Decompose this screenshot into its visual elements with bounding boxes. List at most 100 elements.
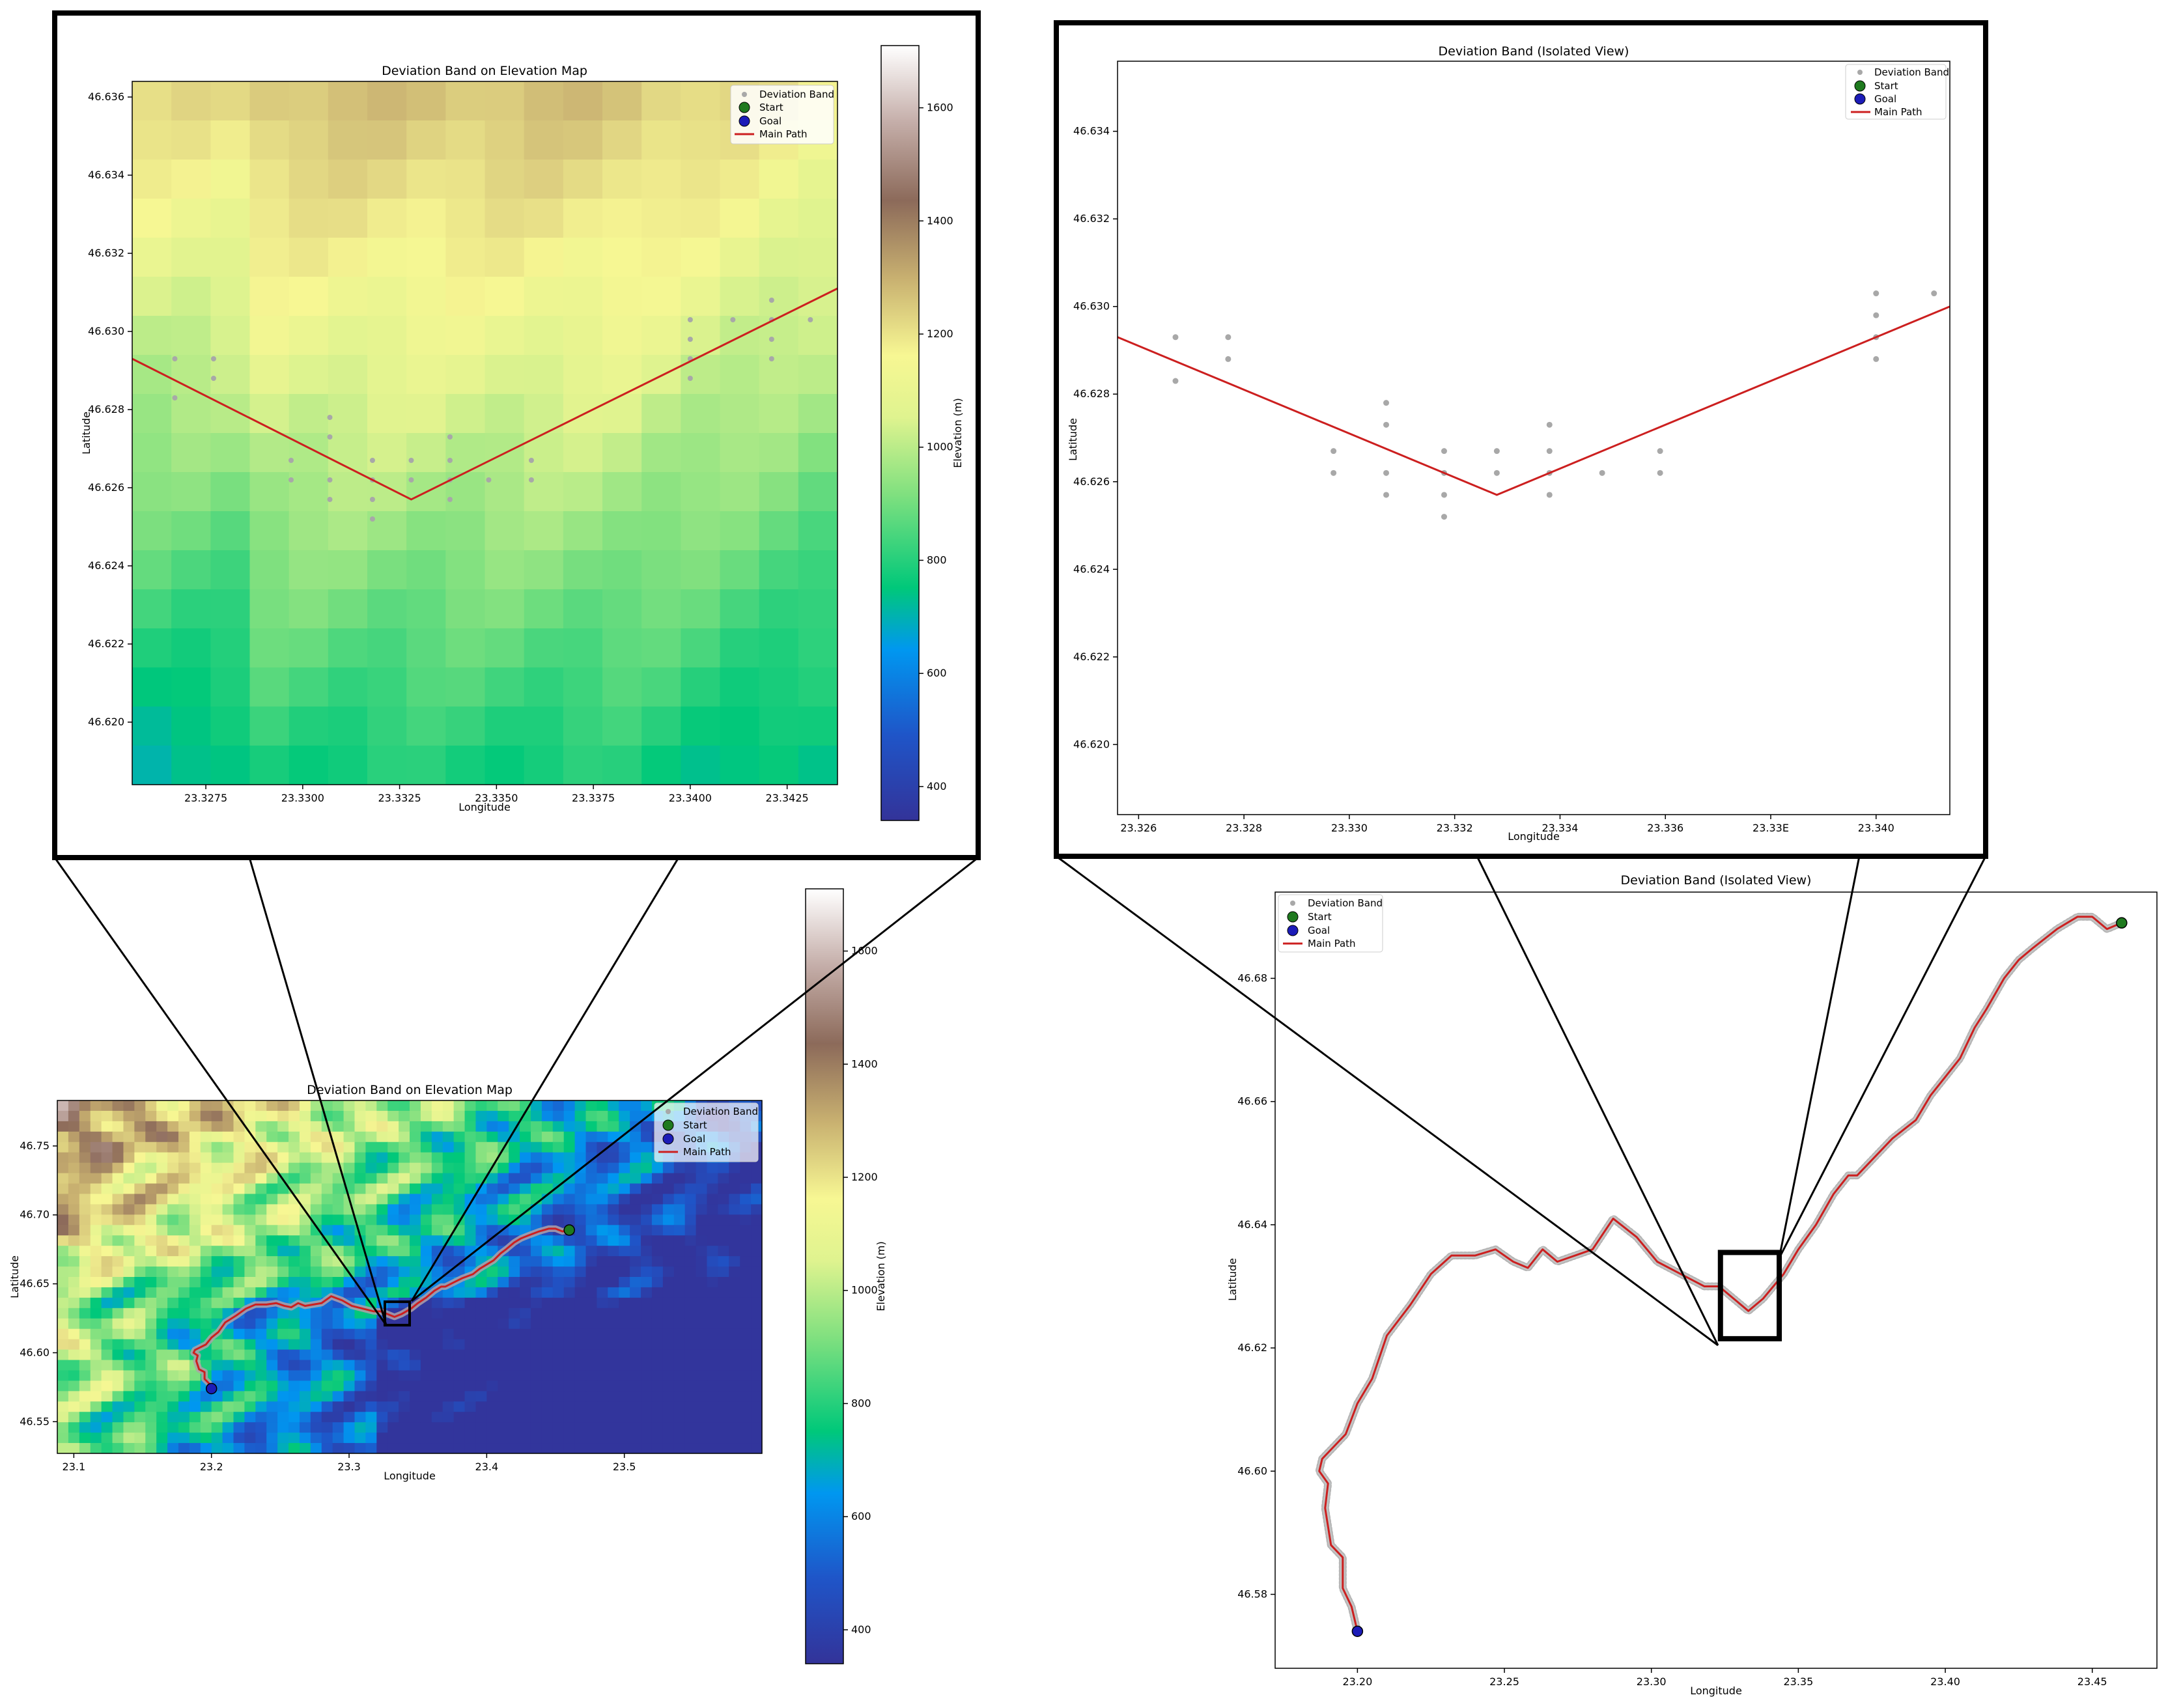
terrain-cell (552, 1235, 565, 1246)
terrain-cell (420, 1401, 432, 1413)
terrain-cell (255, 1267, 268, 1278)
terrain-cell (729, 1297, 740, 1309)
terrain-cell (332, 1412, 345, 1423)
terrain-cell (365, 1204, 378, 1216)
terrain-cell (597, 1246, 609, 1257)
terrain-cell (464, 1235, 477, 1246)
terrain-cell (498, 1308, 509, 1319)
terrain-cell (200, 1141, 212, 1153)
terrain-cell (289, 1162, 300, 1174)
terrain-cell (673, 1267, 686, 1278)
terrain-cell (552, 1391, 565, 1403)
terrain-cell (134, 1141, 147, 1153)
terrain-cell (509, 1391, 520, 1403)
deviation-band-point (1873, 290, 1879, 297)
terrain-cell (266, 1214, 278, 1226)
terrain-cell (541, 1131, 554, 1143)
terrain-cell (178, 1349, 190, 1361)
terrain-cell (211, 1422, 223, 1433)
terrain-cell (751, 1287, 762, 1298)
elev-zoom-cbtick-label: 1600 (927, 102, 953, 114)
terrain-cell (289, 472, 329, 512)
terrain-cell (597, 1235, 609, 1246)
terrain-cell (134, 1380, 147, 1392)
terrain-cell (641, 1328, 653, 1340)
terrain-cell (68, 1360, 80, 1371)
terrain-cell (420, 1162, 432, 1174)
terrain-cell (751, 1443, 762, 1453)
terrain-cell (530, 1339, 542, 1351)
terrain-cell (696, 1287, 708, 1298)
terrain-cell (365, 1287, 378, 1298)
terrain-cell (563, 1370, 576, 1382)
terrain-cell (597, 1308, 609, 1319)
terrain-cell (101, 1204, 113, 1216)
terrain-cell (485, 81, 525, 121)
terrain-cell (509, 1349, 520, 1361)
terrain-cell (552, 1204, 565, 1216)
terrain-cell (365, 1162, 378, 1174)
terrain-cell (453, 1256, 466, 1267)
terrain-cell (707, 1349, 719, 1361)
terrain-cell (464, 1360, 477, 1371)
terrain-cell (597, 1443, 609, 1453)
terrain-cell (310, 1328, 322, 1340)
terrain-cell (354, 1412, 367, 1423)
terrain-cell (310, 1422, 322, 1433)
terrain-cell (277, 1401, 289, 1413)
terrain-cell (171, 550, 212, 590)
terrain-cell (167, 1277, 179, 1288)
terrain-cell (641, 1235, 653, 1246)
terrain-cell (289, 1443, 300, 1453)
terrain-cell (178, 1131, 190, 1143)
terrain-cell (123, 1204, 135, 1216)
terrain-cell (651, 1173, 664, 1184)
terrain-cell (145, 1131, 157, 1143)
terrain-cell (641, 667, 682, 707)
terrain-cell (696, 1246, 708, 1257)
terrain-cell (249, 277, 290, 316)
terrain-cell (134, 1360, 147, 1371)
terrain-cell (233, 1287, 246, 1298)
terrain-cell (641, 1246, 653, 1257)
terrain-cell (541, 1308, 554, 1319)
terrain-cell (178, 1370, 190, 1382)
terrain-cell (211, 1194, 223, 1205)
terrain-cell (79, 1328, 91, 1340)
deviation-band-point (327, 434, 333, 440)
terrain-cell (399, 1214, 410, 1226)
terrain-cell (200, 1204, 212, 1216)
terrain-cell (299, 1401, 311, 1413)
terrain-cell (328, 238, 368, 277)
terrain-cell (171, 472, 212, 512)
terrain-cell (145, 1349, 157, 1361)
terrain-cell (729, 1256, 740, 1267)
terrain-cell (387, 1349, 399, 1361)
terrain-cell (563, 160, 603, 199)
terrain-cell (101, 1277, 113, 1288)
terrain-cell (651, 1422, 664, 1433)
terrain-cell (255, 1401, 268, 1413)
terrain-cell (277, 1380, 289, 1392)
terrain-cell (365, 1433, 378, 1444)
terrain-cell (684, 1246, 697, 1257)
terrain-cell (740, 1256, 752, 1267)
isolated-full-xtick-label: 23.25 (1489, 1675, 1519, 1688)
terrain-cell (585, 1183, 598, 1195)
terrain-cell (718, 1412, 730, 1423)
deviation-band-point (369, 516, 375, 522)
terrain-cell (277, 1308, 289, 1319)
terrain-cell (498, 1214, 509, 1226)
terrain-cell (222, 1152, 234, 1164)
terrain-cell (673, 1433, 686, 1444)
terrain-cell (266, 1443, 278, 1453)
terrain-cell (552, 1173, 565, 1184)
terrain-cell (112, 1214, 124, 1226)
terrain-cell (641, 160, 682, 199)
terrain-cell (608, 1297, 620, 1309)
terrain-cell (431, 1433, 443, 1444)
terrain-cell (729, 1443, 740, 1453)
terrain-cell (328, 472, 368, 512)
terrain-cell (255, 1225, 268, 1237)
terrain-cell (651, 1246, 664, 1257)
